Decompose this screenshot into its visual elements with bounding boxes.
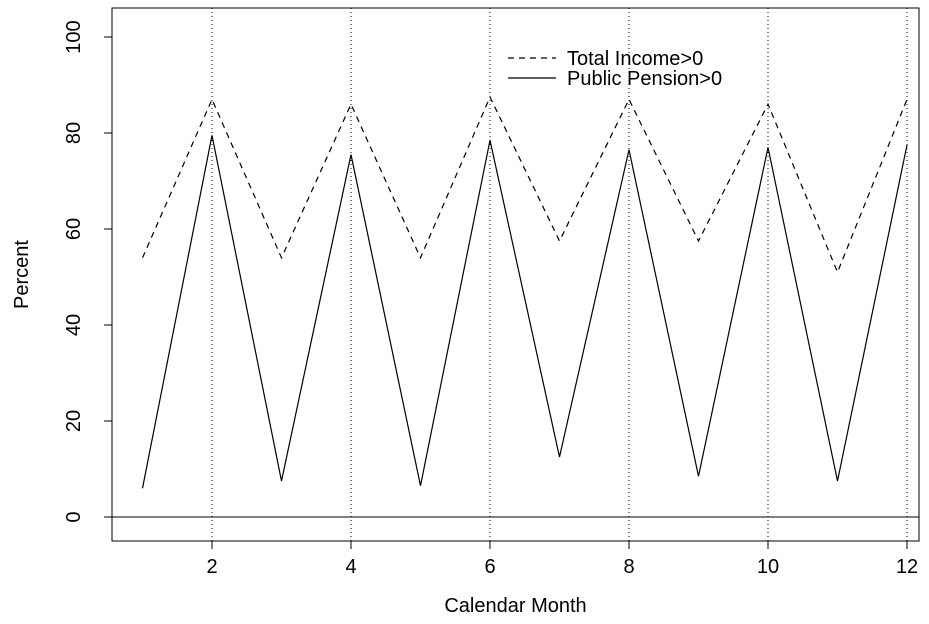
y-axis: 0 20 40 60 80 100: [63, 20, 112, 523]
x-axis: 2 4 6 8 10 12: [206, 541, 918, 578]
x-tick-label: 4: [345, 556, 356, 578]
x-tick-label: 12: [896, 556, 918, 578]
x-tick-label: 10: [757, 556, 779, 578]
y-tick-label: 60: [63, 218, 85, 240]
y-tick-label: 20: [63, 410, 85, 432]
legend: Total Income>0 Public Pension>0: [508, 48, 722, 90]
y-axis-label: Percent: [11, 240, 33, 309]
x-tick-label: 8: [623, 556, 634, 578]
plot-frame: [111, 7, 920, 542]
legend-label-public-pension: Public Pension>0: [567, 68, 722, 90]
series-line-1: [141, 135, 908, 489]
series-line-0: [141, 95, 908, 274]
y-tick-label: 40: [63, 314, 85, 336]
x-axis-label: Calendar Month: [444, 595, 586, 617]
gridlines: [211, 8, 908, 541]
y-tick-label: 100: [63, 20, 85, 53]
x-tick-label: 6: [484, 556, 495, 578]
legend-label-total-income: Total Income>0: [567, 48, 703, 70]
series-lines: [141, 95, 908, 489]
y-tick-label: 0: [63, 511, 85, 522]
x-tick-label: 2: [206, 556, 217, 578]
y-tick-label: 80: [63, 122, 85, 144]
